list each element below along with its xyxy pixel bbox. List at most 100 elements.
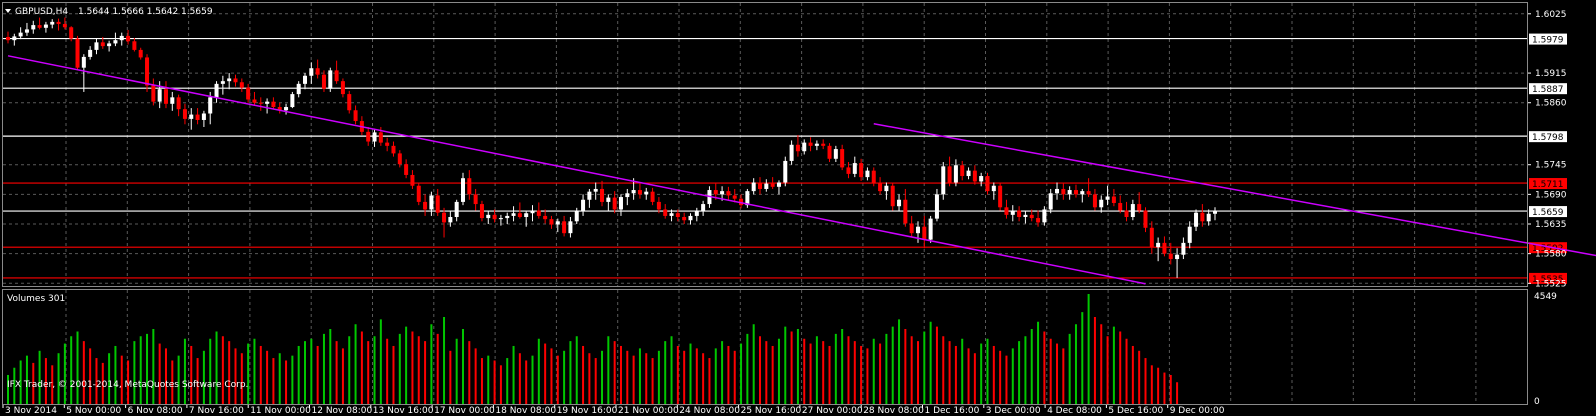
candle-body: [119, 35, 124, 41]
candle-body: [321, 74, 326, 89]
candle-body: [682, 217, 687, 221]
candle-body: [353, 110, 358, 122]
symbol-timeframe: GBPUSD,H4: [15, 7, 68, 17]
candle-body: [334, 70, 339, 82]
volume-zero-label: 0: [1534, 397, 1540, 407]
price-tick-label: 1.5635: [1535, 220, 1567, 230]
candle-body: [1004, 207, 1009, 215]
candle-body: [107, 43, 112, 47]
candle-body: [530, 210, 535, 214]
candle-body: [915, 226, 920, 234]
candle-body: [189, 114, 194, 119]
candle-body: [1213, 211, 1217, 214]
candle-body: [460, 178, 465, 202]
candle-body: [587, 191, 592, 200]
candle-body: [922, 226, 927, 240]
time-tick-label: 13 Nov 16:00: [373, 406, 434, 416]
candle-body: [252, 99, 257, 103]
candle-body: [1118, 202, 1123, 211]
candle-body: [195, 114, 200, 120]
candles: [6, 17, 1217, 278]
candle-body: [644, 191, 649, 195]
volume-bars: [7, 294, 1179, 404]
time-tick-label: 3 Nov 2014: [5, 406, 57, 416]
candle-body: [1086, 191, 1091, 195]
candle-body: [1061, 188, 1066, 195]
candle-body: [271, 101, 276, 108]
candle-body: [1130, 204, 1135, 218]
candle-body: [688, 215, 693, 221]
candle-body: [776, 182, 781, 187]
candle-body: [953, 165, 958, 183]
candle-body: [498, 218, 503, 220]
time-tick-label: 19 Nov 16:00: [557, 406, 618, 416]
candle-body: [846, 167, 851, 174]
candle-body: [890, 185, 895, 207]
candle-body: [1029, 214, 1034, 219]
candle-body: [347, 94, 352, 111]
candle-body: [840, 149, 845, 168]
candle-body: [50, 21, 55, 25]
candle-body: [1105, 196, 1110, 200]
candle-body: [941, 166, 946, 195]
candle-body: [701, 204, 706, 211]
candle-body: [12, 36, 17, 41]
candle-body: [265, 101, 270, 104]
time-tick-label: 27 Nov 00:00: [802, 406, 863, 416]
candle-body: [663, 209, 668, 216]
candle-body: [555, 221, 560, 225]
candle-body: [960, 165, 965, 177]
candle-body: [1080, 191, 1085, 195]
candle-body: [739, 198, 744, 206]
candle-body: [618, 197, 623, 210]
candle-body: [157, 89, 162, 102]
candle-body: [340, 81, 345, 95]
candle-body: [37, 25, 42, 28]
candle-body: [1162, 242, 1167, 254]
candle-body: [909, 223, 914, 234]
candle-body: [31, 25, 36, 30]
candle-body: [1187, 226, 1192, 243]
trendlines[interactable]: [7, 55, 1596, 285]
candle-body: [486, 214, 491, 219]
candle-body: [947, 166, 952, 183]
candle-body: [859, 163, 864, 178]
candle-body: [366, 131, 371, 142]
candle-body: [284, 107, 289, 111]
level-label: 1.5659: [1532, 208, 1564, 218]
candle-body: [378, 132, 383, 143]
candle-body: [290, 94, 295, 108]
candle-body: [170, 97, 175, 104]
candle-body: [94, 42, 99, 50]
level-label-box: [1529, 178, 1567, 190]
horizontal-levels[interactable]: 1.59791.58871.57981.57111.56591.55921.55…: [3, 33, 1567, 285]
time-tick-label: 28 Nov 08:00: [863, 406, 924, 416]
candle-body: [979, 176, 984, 182]
time-tick-label: 17 Nov 00:00: [434, 406, 495, 416]
candle-body: [732, 195, 737, 199]
candle-body: [277, 107, 282, 111]
candle-body: [220, 81, 225, 84]
candle-body: [966, 170, 971, 177]
candle-body: [100, 42, 105, 47]
price-tick-label: 1.5745: [1535, 161, 1567, 171]
candle-body: [163, 89, 168, 104]
candle-body: [492, 214, 497, 220]
candle-body: [581, 199, 586, 211]
candle-body: [764, 183, 769, 189]
candle-body: [884, 185, 889, 192]
candle-body: [1048, 193, 1053, 210]
volume-max-label: 4549: [1534, 292, 1557, 302]
dropdown-arrow-icon[interactable]: [5, 9, 11, 13]
candle-body: [214, 83, 219, 98]
candle-body: [562, 221, 567, 234]
candle-body: [511, 213, 516, 216]
candle-body: [429, 195, 434, 210]
candle-body: [758, 182, 763, 189]
candle-body: [201, 113, 206, 120]
candle-body: [385, 142, 390, 146]
level-label: 1.5979: [1532, 36, 1564, 46]
price-tick-label: 1.5690: [1535, 190, 1567, 200]
candle-body: [606, 197, 611, 202]
